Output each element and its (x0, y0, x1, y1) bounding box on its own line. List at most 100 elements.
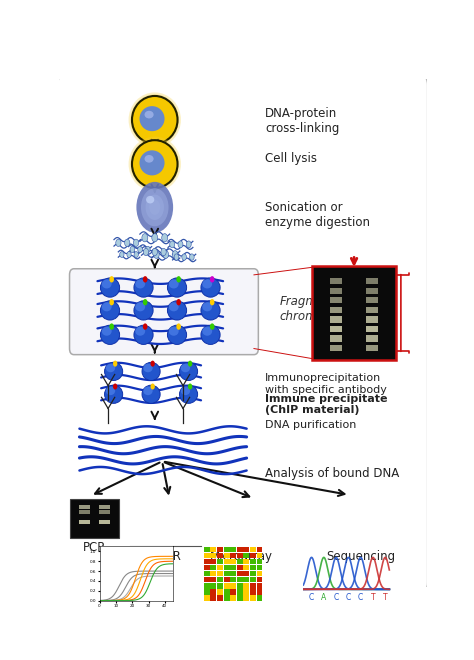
Ellipse shape (181, 364, 190, 372)
Text: qPCR: qPCR (150, 550, 181, 563)
Bar (230, 595, 236, 601)
Circle shape (113, 360, 118, 367)
Bar (330, 279, 342, 284)
Bar (256, 565, 263, 570)
Bar (224, 583, 229, 589)
Text: DNA purification: DNA purification (265, 420, 356, 430)
Bar (256, 577, 263, 583)
Circle shape (134, 251, 138, 257)
Text: Sequencing: Sequencing (326, 550, 395, 563)
Circle shape (146, 246, 150, 253)
Circle shape (176, 276, 181, 282)
Ellipse shape (132, 140, 178, 188)
Bar (204, 571, 210, 576)
Bar (204, 577, 210, 583)
Ellipse shape (180, 362, 198, 380)
Circle shape (127, 251, 131, 257)
Ellipse shape (143, 364, 153, 372)
Ellipse shape (202, 279, 212, 288)
Bar (250, 583, 256, 589)
Bar (250, 589, 256, 595)
Ellipse shape (135, 302, 145, 312)
Ellipse shape (134, 301, 153, 320)
Bar (250, 571, 256, 576)
Bar (237, 553, 243, 558)
Bar (99, 504, 110, 509)
Text: Immune precipitate
(ChIP material): Immune precipitate (ChIP material) (265, 393, 387, 415)
Bar (250, 565, 256, 570)
Bar (210, 571, 217, 576)
Text: Fragmented
chromatin: Fragmented chromatin (280, 295, 352, 323)
Ellipse shape (134, 278, 153, 297)
Circle shape (109, 299, 114, 306)
Bar (217, 595, 223, 601)
Ellipse shape (146, 195, 164, 220)
Bar (237, 559, 243, 564)
Ellipse shape (169, 279, 179, 288)
Bar (210, 553, 217, 558)
Bar (224, 559, 229, 564)
Bar (366, 298, 378, 304)
Bar (230, 577, 236, 583)
Bar (230, 571, 236, 576)
Bar (366, 345, 378, 351)
Bar (243, 589, 249, 595)
Circle shape (143, 276, 147, 282)
Bar (366, 326, 378, 332)
Bar (230, 583, 236, 589)
Bar (210, 577, 217, 583)
Circle shape (176, 323, 181, 330)
Ellipse shape (100, 301, 119, 320)
Ellipse shape (102, 302, 112, 312)
Bar (243, 571, 249, 576)
Text: Cell lysis: Cell lysis (265, 152, 317, 166)
Circle shape (150, 383, 155, 389)
Ellipse shape (106, 364, 115, 372)
Ellipse shape (105, 362, 123, 380)
Bar (204, 589, 210, 595)
Ellipse shape (201, 301, 220, 320)
Bar (250, 547, 256, 552)
Bar (210, 547, 217, 552)
Bar (70, 500, 119, 538)
Circle shape (130, 246, 135, 253)
Ellipse shape (201, 325, 220, 345)
Circle shape (152, 234, 158, 242)
Circle shape (173, 251, 178, 259)
Circle shape (174, 254, 179, 260)
Ellipse shape (167, 325, 187, 345)
FancyBboxPatch shape (70, 269, 258, 354)
Ellipse shape (139, 150, 164, 176)
Bar (256, 553, 263, 558)
Circle shape (152, 248, 157, 255)
Bar (366, 279, 378, 284)
Ellipse shape (105, 385, 123, 403)
Bar (204, 583, 210, 589)
Bar (217, 589, 223, 595)
Bar (217, 577, 223, 583)
Ellipse shape (106, 387, 115, 395)
Bar (237, 595, 243, 601)
Circle shape (161, 248, 166, 255)
Circle shape (163, 251, 169, 259)
Bar (330, 307, 342, 313)
Bar (217, 547, 223, 552)
Bar (224, 595, 229, 601)
Ellipse shape (128, 92, 181, 147)
Bar (330, 335, 342, 342)
Bar (210, 595, 217, 601)
Bar (243, 583, 249, 589)
Bar (217, 583, 223, 589)
Circle shape (125, 239, 130, 246)
Circle shape (188, 383, 192, 389)
Circle shape (210, 299, 215, 306)
Circle shape (133, 239, 139, 246)
Text: C: C (309, 593, 314, 602)
Circle shape (182, 254, 186, 260)
Ellipse shape (167, 278, 187, 297)
Ellipse shape (181, 387, 190, 395)
Bar (79, 510, 90, 513)
Text: Microarray: Microarray (210, 550, 273, 563)
Circle shape (210, 323, 215, 330)
Bar (237, 577, 243, 583)
